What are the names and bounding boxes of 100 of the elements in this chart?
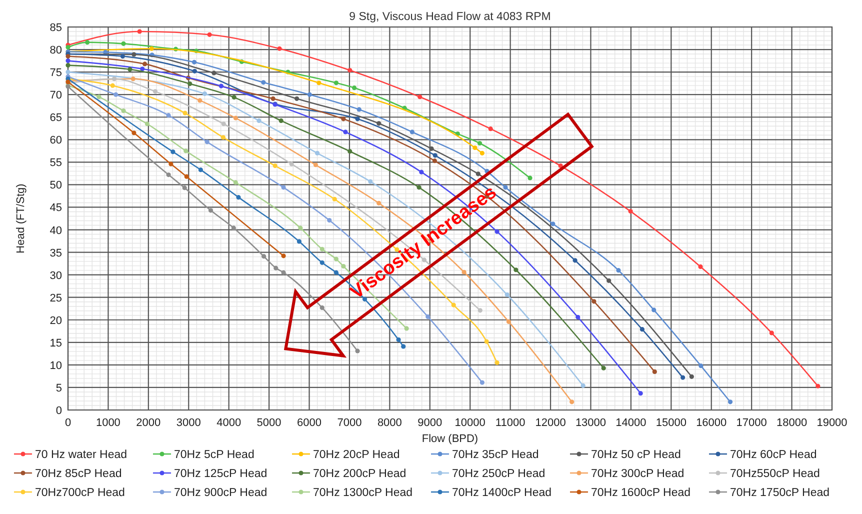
point — [404, 326, 409, 331]
x-tick-label: 18000 — [776, 417, 808, 429]
point — [220, 135, 226, 140]
point — [432, 153, 438, 158]
point — [320, 260, 324, 265]
point — [261, 80, 266, 85]
x-tick-label: 9000 — [418, 417, 442, 429]
y-tick-label: 65 — [50, 112, 62, 124]
point — [110, 83, 115, 88]
y-tick-label: 5 — [56, 382, 62, 394]
y-tick-label: 50 — [50, 180, 62, 192]
point — [698, 264, 703, 270]
y-tick-label: 30 — [50, 270, 62, 282]
point — [426, 314, 430, 320]
point — [66, 63, 70, 68]
point — [343, 130, 348, 134]
point — [313, 162, 318, 168]
y-tick-label: 70 — [50, 90, 62, 102]
legend-label: 70Hz 125cP Head — [174, 468, 268, 480]
y-tick-label: 25 — [50, 292, 62, 304]
point — [488, 126, 493, 132]
point — [166, 172, 171, 178]
point — [130, 76, 136, 82]
point — [429, 146, 434, 151]
legend-label: 70Hz 60cP Head — [730, 449, 817, 461]
point — [376, 121, 382, 126]
point — [480, 380, 484, 385]
y-tick-label: 15 — [50, 337, 62, 350]
point — [320, 305, 324, 310]
point — [477, 140, 482, 146]
point — [128, 67, 132, 72]
point — [144, 122, 150, 126]
x-tick-label: 19000 — [816, 417, 848, 429]
point — [142, 62, 148, 66]
point — [207, 32, 212, 37]
point — [281, 270, 286, 275]
point — [355, 116, 360, 122]
legend-label: 70Hz 1400cP Head — [452, 487, 552, 499]
legend-label: 70Hz 20cP Head — [313, 449, 400, 461]
point — [628, 208, 633, 214]
point — [332, 196, 337, 202]
point — [307, 92, 312, 97]
point — [233, 180, 238, 185]
x-tick-label: 17000 — [736, 417, 767, 429]
x-tick-label: 2000 — [136, 417, 161, 429]
x-tick-label: 7000 — [337, 417, 362, 429]
point — [506, 319, 512, 324]
point — [270, 96, 276, 101]
point — [315, 150, 320, 156]
legend-label: 70Hz 1750cP Head — [730, 487, 830, 499]
x-tick-label: 14000 — [616, 417, 646, 429]
y-tick-label: 0 — [56, 405, 62, 417]
point — [348, 149, 352, 154]
point — [232, 94, 236, 100]
point — [432, 158, 438, 164]
point — [112, 76, 117, 82]
legend-label: 70Hz 85cP Head — [35, 468, 122, 480]
legend-label: 70Hz 1600cP Head — [591, 487, 691, 499]
point — [334, 256, 339, 262]
point — [294, 96, 300, 101]
point — [550, 222, 556, 226]
point — [476, 172, 480, 176]
point — [204, 140, 210, 144]
point — [140, 66, 145, 72]
point — [416, 185, 422, 190]
x-axis-title: Flow (BPD) — [422, 433, 478, 445]
point — [198, 168, 203, 172]
legend-label: 70Hz 50 cP Head — [591, 449, 681, 461]
point — [66, 58, 70, 64]
y-tick-label: 85 — [50, 22, 62, 34]
point — [256, 118, 262, 124]
point — [231, 226, 236, 230]
y-tick-label: 45 — [50, 202, 62, 214]
point — [121, 108, 126, 114]
y-tick-label: 55 — [50, 157, 62, 170]
point — [362, 296, 368, 302]
point — [277, 46, 282, 51]
point — [218, 84, 224, 88]
point — [149, 46, 154, 51]
point — [334, 80, 339, 86]
point — [320, 246, 324, 252]
point — [272, 163, 278, 168]
point — [184, 174, 189, 179]
point — [494, 360, 500, 365]
point — [606, 278, 612, 283]
x-tick-label: 13000 — [575, 417, 606, 429]
point — [334, 270, 339, 275]
point — [192, 68, 197, 74]
legend-label: 70Hz 250cP Head — [452, 468, 546, 480]
legend-label: 70Hz 5cP Head — [174, 449, 254, 461]
point — [233, 116, 238, 120]
point — [212, 70, 216, 76]
point — [376, 200, 382, 206]
point — [576, 314, 580, 320]
y-tick-label: 75 — [50, 67, 62, 80]
point — [168, 162, 174, 166]
chart-title: 9 Stg, Viscous Head Flow at 4083 RPM — [349, 11, 551, 23]
point — [356, 107, 362, 112]
point — [570, 400, 574, 404]
point — [504, 292, 510, 297]
